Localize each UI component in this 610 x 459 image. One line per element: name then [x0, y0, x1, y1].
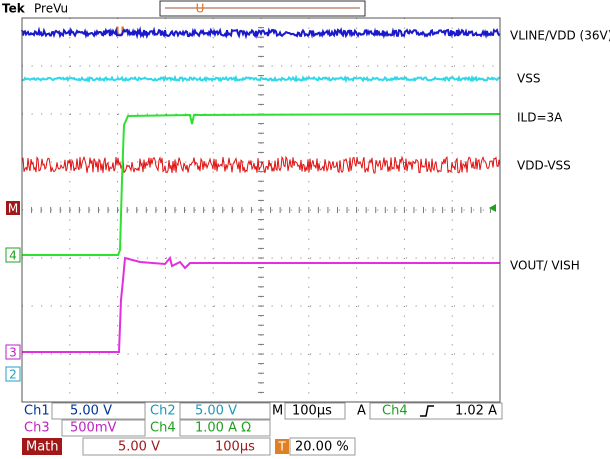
- marker: 3: [9, 346, 17, 360]
- t-box: [275, 439, 289, 454]
- value-box: [179, 419, 271, 437]
- value: 500mV: [70, 421, 116, 436]
- value: 5.00 V: [195, 404, 237, 419]
- trace: [21, 155, 501, 174]
- marker: M: [8, 202, 18, 216]
- math-box: [22, 438, 62, 455]
- graticule: [21, 17, 500, 402]
- label: Ch1: [24, 404, 50, 419]
- mode: PreVu: [34, 2, 68, 16]
- label: T: [277, 440, 286, 454]
- value: 1.00 A Ω: [195, 421, 251, 436]
- value: 100µs: [292, 404, 332, 419]
- label: Ch3: [24, 421, 50, 436]
- marker-box: [5, 247, 21, 263]
- brand: Tek: [2, 2, 26, 16]
- marker-box: [5, 344, 21, 360]
- trigger-level-arrow: [489, 204, 496, 212]
- value: 1.02 A: [455, 404, 497, 419]
- traces: [21, 26, 501, 353]
- trace-label: VSS: [517, 72, 540, 86]
- value-box: [369, 402, 503, 420]
- value: 5.00 V: [118, 440, 160, 455]
- value: 20.00 %: [295, 440, 349, 455]
- marker: 4: [9, 249, 17, 263]
- value-box: [289, 437, 356, 456]
- record-trigger: U: [196, 2, 205, 16]
- trace: [22, 255, 500, 353]
- value-box: [61, 419, 146, 437]
- status-panel: Ch1 5.00 V Ch2 5.00 V M 100µs A Ch4 1.02…: [22, 402, 503, 456]
- trace: [22, 113, 501, 256]
- trace-label: VOUT/ VISH: [510, 259, 580, 273]
- trigger-marker: U: [115, 25, 125, 39]
- trace: [21, 26, 501, 40]
- value: 5.00 V: [70, 404, 112, 419]
- marker: 2: [9, 368, 17, 382]
- value-box: [82, 437, 271, 456]
- slope-icon: [420, 405, 434, 417]
- trace-label: VDD-VSS: [517, 159, 571, 173]
- value: Ch4: [382, 404, 408, 419]
- value-box: [179, 402, 271, 420]
- frame: [21, 17, 501, 403]
- label: Ch4: [150, 421, 176, 436]
- trace: [22, 74, 501, 84]
- marker-box: [5, 366, 21, 382]
- value-box: [51, 402, 146, 420]
- label: Ch2: [150, 404, 176, 419]
- marker-box: [6, 201, 20, 215]
- label: A: [357, 404, 366, 419]
- value-box: [284, 402, 346, 420]
- label: Math: [26, 440, 59, 455]
- value: 100µs: [215, 440, 255, 455]
- label: M: [272, 404, 283, 419]
- trace-label: ILD=3A: [517, 111, 563, 125]
- trace-label: VLINE/VDD (36V): [510, 29, 610, 43]
